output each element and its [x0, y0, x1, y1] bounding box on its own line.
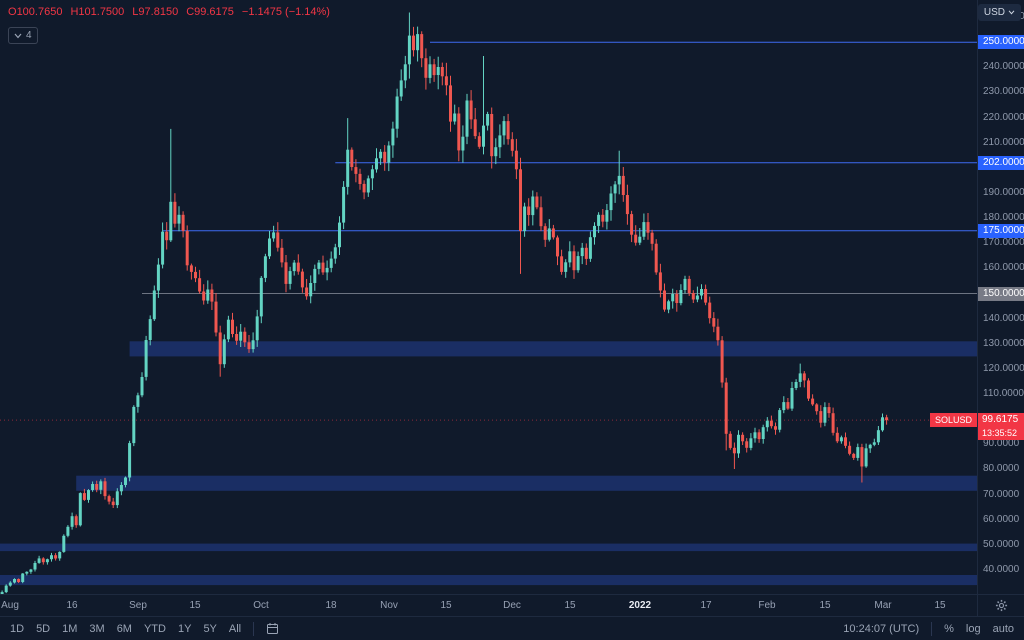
time-tick-label: Aug: [1, 600, 19, 611]
time-tick-label: 17: [700, 600, 712, 611]
low-readout: L 97.8150: [132, 6, 178, 18]
chart-pane[interactable]: O 100.7650 H 101.7500 L 97.8150 C 99.6175 −1…: [0, 0, 977, 594]
time-tick-label: Mar: [874, 600, 892, 611]
price-level-badge[interactable]: 202.0000: [978, 156, 1024, 170]
range-button-3m[interactable]: 3M: [89, 622, 105, 635]
close-label: C: [186, 6, 195, 18]
range-button-1d[interactable]: 1D: [10, 622, 25, 635]
calendar-icon: [267, 623, 279, 634]
high-value: 101.7500: [78, 6, 125, 18]
price-tick-label: 130.0000: [983, 338, 1024, 349]
change-value: −1.1475 (−1.14%): [241, 6, 330, 18]
price-tick-label: 180.0000: [983, 212, 1024, 223]
time-tick-label: 15: [189, 600, 201, 611]
gear-icon: [995, 599, 1007, 612]
price-tick-label: 50.0000: [983, 539, 1020, 550]
close-readout: C 99.6175: [186, 6, 234, 18]
price-tick-label: 120.0000: [983, 363, 1024, 374]
time-axis[interactable]: Aug 16 Sep 15 Oct 18 Nov 15 Dec 15 2022 17 Feb 15 Mar 1…: [0, 594, 977, 616]
price-tick-label: 210.0000: [983, 137, 1024, 148]
price-tick-label: 90.0000: [983, 438, 1020, 449]
price-level-badge[interactable]: 150.0000: [978, 287, 1024, 301]
price-zone[interactable]: [0, 575, 977, 586]
time-tick-label: 18: [325, 600, 337, 611]
open-value: 100.7650: [16, 6, 63, 18]
time-tick-label: 15: [440, 600, 452, 611]
low-label: L: [132, 6, 139, 18]
range-button-all[interactable]: All: [228, 622, 242, 635]
auto-scale-button[interactable]: auto: [992, 622, 1014, 635]
chevron-down-icon: [1008, 10, 1015, 15]
price-zone[interactable]: [0, 543, 977, 552]
time-tick-label: Sep: [129, 600, 147, 611]
price-tick-label: 230.0000: [983, 86, 1024, 97]
price-tick-label: 160.0000: [983, 262, 1024, 273]
time-tick-label: 2022: [628, 600, 652, 611]
price-level-badge[interactable]: 250.0000: [978, 35, 1024, 49]
time-tick-label: 16: [66, 600, 78, 611]
price-tick-label: 190.0000: [983, 187, 1024, 198]
price-tick-label: 140.0000: [983, 313, 1024, 324]
time-tick-label: 15: [564, 600, 576, 611]
open-label: O: [8, 6, 17, 18]
close-value: 99.6175: [194, 6, 234, 18]
range-button-1m[interactable]: 1M: [62, 622, 78, 635]
candles: [0, 12, 889, 594]
price-tick-label: 60.0000: [983, 514, 1020, 525]
bottom-toolbar: 1D 5D 1M 3M 6M YTD 1Y 5Y All 10:24:07 (UTC) % lo…: [0, 616, 1024, 640]
currency-selector[interactable]: USD: [977, 4, 1021, 21]
last-price-badge: 99.6175: [978, 413, 1024, 427]
low-value: 97.8150: [138, 6, 179, 18]
price-tick-label: 40.0000: [983, 564, 1020, 575]
time-tick-label: Oct: [253, 600, 269, 611]
ohlc-legend: O 100.7650 H 101.7500 L 97.8150 C 99.6175 −1…: [8, 6, 330, 18]
price-tick-label: 170.0000: [983, 237, 1024, 248]
range-button-ytd[interactable]: YTD: [143, 622, 166, 635]
price-zone[interactable]: [129, 341, 977, 357]
chevron-down-icon: [14, 33, 22, 38]
date-range-buttons: 1D 5D 1M 3M 6M YTD 1Y 5Y All: [10, 623, 241, 635]
log-scale-button[interactable]: log: [965, 622, 981, 635]
price-tick-label: 80.0000: [983, 463, 1020, 474]
currency-selector-label: USD: [983, 7, 1005, 18]
time-tick-label: Dec: [503, 600, 521, 611]
range-button-5y[interactable]: 5Y: [203, 622, 217, 635]
axis-settings-corner[interactable]: [977, 594, 1024, 616]
high-readout: H 101.7500: [70, 6, 124, 18]
price-axis[interactable]: USD 99.6175 13:35:52 260.0000250.0000240…: [977, 0, 1024, 594]
range-button-5d[interactable]: 5D: [36, 622, 51, 635]
clock[interactable]: 10:24:07 (UTC): [843, 622, 920, 635]
price-tick-label: 110.0000: [983, 388, 1024, 399]
price-zone[interactable]: [76, 475, 977, 491]
bar-close-countdown: 13:35:52: [978, 427, 1024, 440]
legend-expand-button[interactable]: 4: [8, 27, 38, 44]
toolbar-divider: [931, 621, 933, 636]
range-button-1y[interactable]: 1Y: [177, 622, 192, 635]
range-button-6m[interactable]: 6M: [116, 622, 132, 635]
time-tick-label: Nov: [380, 600, 398, 611]
hidden-indicators-count: 4: [26, 30, 32, 41]
high-label: H: [70, 6, 79, 18]
time-tick-label: 15: [934, 600, 946, 611]
time-tick-label: 15: [819, 600, 831, 611]
toolbar-divider: [253, 621, 255, 636]
percent-scale-button[interactable]: %: [944, 622, 954, 635]
candlestick-chart: [0, 12, 977, 594]
time-tick-label: Feb: [758, 600, 776, 611]
price-tick-label: 220.0000: [983, 112, 1024, 123]
price-level-badge[interactable]: 175.0000: [978, 224, 1024, 238]
last-price-symbol-label: SOLUSD: [929, 413, 977, 427]
open-readout: O 100.7650: [8, 6, 62, 18]
go-to-date-button[interactable]: [266, 622, 279, 635]
price-tick-label: 240.0000: [983, 61, 1024, 72]
price-tick-label: 70.0000: [983, 489, 1020, 500]
